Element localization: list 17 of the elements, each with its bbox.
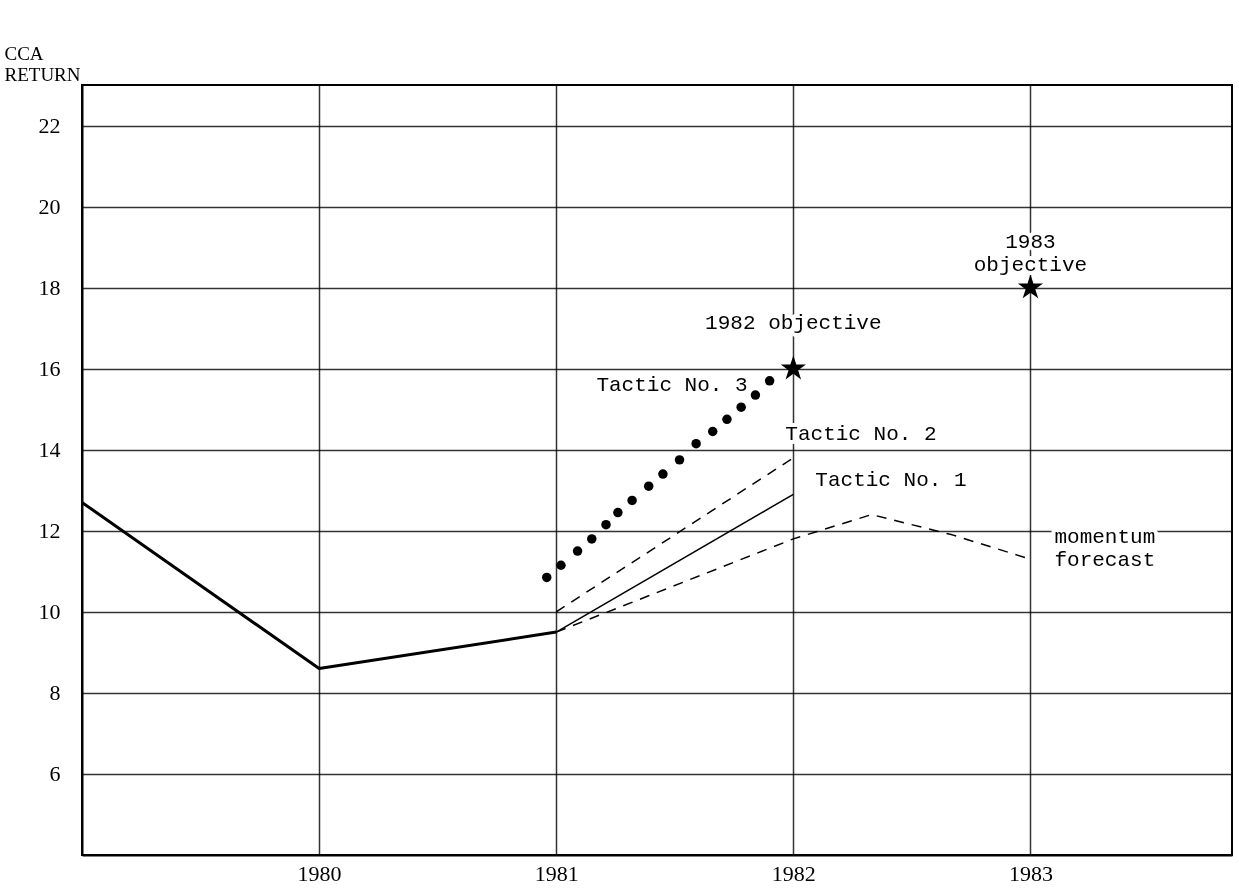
y-axis-title: CCA RETURN xyxy=(4,42,81,85)
x-tick-label: 1982 xyxy=(771,860,816,886)
y-tick-label: 14 xyxy=(38,437,61,463)
y-tick-label: 8 xyxy=(49,680,61,706)
x-tick-label: 1983 xyxy=(1008,860,1053,886)
series-label: Tactic No. 3 xyxy=(596,373,748,397)
y-tick-label: 6 xyxy=(49,761,61,787)
y-tick-label: 12 xyxy=(38,518,61,544)
y-tick-label: 20 xyxy=(38,194,61,220)
series-label: momentum forecast xyxy=(1054,526,1156,573)
series-label: Tactic No. 1 xyxy=(815,469,967,493)
x-tick-label: 1980 xyxy=(297,860,342,886)
y-tick-label: 16 xyxy=(38,356,61,382)
y-tick-label: 18 xyxy=(38,275,61,301)
x-tick-label: 1981 xyxy=(534,860,579,886)
y-tick-label: 22 xyxy=(38,113,61,139)
y-tick-label: 10 xyxy=(38,599,61,625)
